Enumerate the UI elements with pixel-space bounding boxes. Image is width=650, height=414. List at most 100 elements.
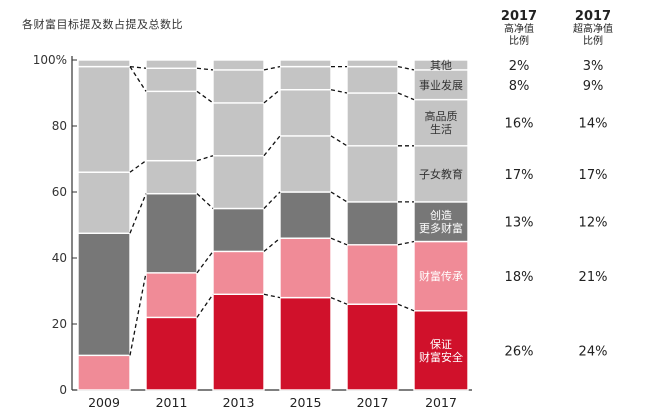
bar-4-seg-1 <box>346 244 399 305</box>
col2sub-line-0: 超高净值 <box>573 24 613 35</box>
table-col1-value-3: 17% <box>505 168 534 183</box>
connector-1-3 <box>196 155 214 162</box>
bar-4-seg-2 <box>346 201 399 246</box>
connector-1-2 <box>196 193 214 209</box>
table-col2-header: 2017 超高净值 比例 <box>560 9 626 48</box>
table-col2-value-4: 14% <box>579 117 608 132</box>
x-tick-label-3: 2015 <box>290 395 322 410</box>
connector-3-3 <box>330 135 348 147</box>
bar-2-seg-0 <box>212 293 265 391</box>
segment-label-2-1: 更多财富 <box>419 221 463 235</box>
bar-5-seg-0 <box>413 310 469 391</box>
table-col1-value-1: 18% <box>505 270 534 285</box>
table-col1-value-0: 26% <box>505 344 534 359</box>
bar-3-seg-6 <box>279 59 332 68</box>
bar-5-seg-5 <box>413 69 469 101</box>
connector-3-2 <box>330 191 348 203</box>
bar-5-seg-4 <box>413 98 469 147</box>
bar-3-seg-1 <box>279 237 332 299</box>
table-col2-value-3: 17% <box>579 168 608 183</box>
x-tick-label-2: 2013 <box>223 395 255 410</box>
segment-label-0-1: 财富安全 <box>419 350 463 364</box>
connector-4-1 <box>397 240 415 246</box>
connector-2-1 <box>263 237 281 252</box>
table-col1-value-6: 2% <box>509 59 530 74</box>
table-col1-value-5: 8% <box>509 79 530 94</box>
connector-3-4 <box>330 89 348 94</box>
connector-0-1 <box>129 272 147 356</box>
segment-label-6-0: 其他 <box>430 59 452 72</box>
segment-label-2-0: 创造 <box>430 208 452 222</box>
bar-3-seg-3 <box>279 135 332 193</box>
table-col2-sub: 超高净值 比例 <box>560 24 626 48</box>
bar-2-seg-6 <box>212 59 265 71</box>
bar-2-seg-2 <box>212 207 265 253</box>
segment-label-4-1: 生活 <box>430 122 452 136</box>
bar-2-seg-1 <box>212 250 265 295</box>
bar-1-seg-6 <box>145 59 198 69</box>
connector-0-2 <box>129 193 147 234</box>
segment-label-3-0: 子女教育 <box>419 167 463 181</box>
y-tick-label-80: 80 <box>52 119 67 133</box>
connector-3-0 <box>330 296 348 305</box>
table-col2-value-0: 24% <box>579 344 608 359</box>
col1sub-line-1: 比例 <box>509 36 529 47</box>
y-tick-label-40: 40 <box>52 251 67 265</box>
bar-5-seg-6 <box>413 59 469 71</box>
connector-0-3 <box>129 160 147 173</box>
segment-label-5-0: 事业发展 <box>419 78 463 92</box>
connector-0-4 <box>129 66 147 92</box>
bar-0-seg-6 <box>77 59 131 68</box>
connector-2-0 <box>263 293 281 299</box>
connector-0-5 <box>129 65 147 69</box>
bar-5-seg-2 <box>413 201 469 243</box>
connector-1-0 <box>196 293 214 318</box>
bar-3-seg-4 <box>279 88 332 137</box>
connector-2-5 <box>263 65 281 71</box>
table-col1-sub: 高净值 比例 <box>488 24 550 48</box>
bar-4-seg-5 <box>346 65 399 94</box>
table-col1-year: 2017 <box>500 9 538 24</box>
table-col2-value-2: 12% <box>579 216 608 231</box>
chart-title: 各财富目标提及数占提及总数比 <box>22 18 183 31</box>
table-col1-value-2: 13% <box>505 216 534 231</box>
table-col2-year: 2017 <box>574 9 612 24</box>
y-tick-label-20: 20 <box>52 317 67 331</box>
bar-3-seg-2 <box>279 191 332 239</box>
bar-1-seg-0 <box>145 316 198 391</box>
table-col2-value-1: 21% <box>579 270 608 285</box>
segment-label-1-0: 财富传承 <box>419 269 463 283</box>
bar-4-seg-0 <box>346 303 399 391</box>
bar-0-seg-4 <box>77 65 131 173</box>
bar-0-seg-1 <box>77 354 131 391</box>
x-tick-label-1: 2011 <box>156 395 188 410</box>
connector-2-3 <box>263 135 281 157</box>
bar-5-seg-1 <box>413 240 469 312</box>
table-col1-value-4: 16% <box>505 117 534 132</box>
bar-4-seg-3 <box>346 145 399 203</box>
connector-2-4 <box>263 89 281 104</box>
table-col2-value-6: 3% <box>583 59 604 74</box>
bar-2-seg-5 <box>212 69 265 104</box>
bar-4-seg-6 <box>346 59 399 68</box>
connector-2-2 <box>263 191 281 209</box>
table-col1-header: 2017 高净值 比例 <box>488 9 550 48</box>
segment-label-0-0: 保证 <box>430 337 452 351</box>
y-tick-label-0: 0 <box>59 383 67 397</box>
connector-1-5 <box>196 67 214 71</box>
x-tick-label-5: 2017 <box>425 395 457 410</box>
bar-1-seg-5 <box>145 67 198 93</box>
bar-1-seg-1 <box>145 272 198 319</box>
bar-3-seg-5 <box>279 65 332 91</box>
bar-0-seg-2 <box>77 232 131 357</box>
connector-4-0 <box>397 303 415 312</box>
y-tick-label-60: 60 <box>52 185 67 199</box>
col2sub-line-1: 比例 <box>583 36 603 47</box>
segment-label-4-0: 高品质 <box>425 109 458 123</box>
bar-5-seg-3 <box>413 145 469 203</box>
connector-3-1 <box>330 237 348 246</box>
bar-2-seg-3 <box>212 154 265 210</box>
bar-1-seg-4 <box>145 90 198 162</box>
